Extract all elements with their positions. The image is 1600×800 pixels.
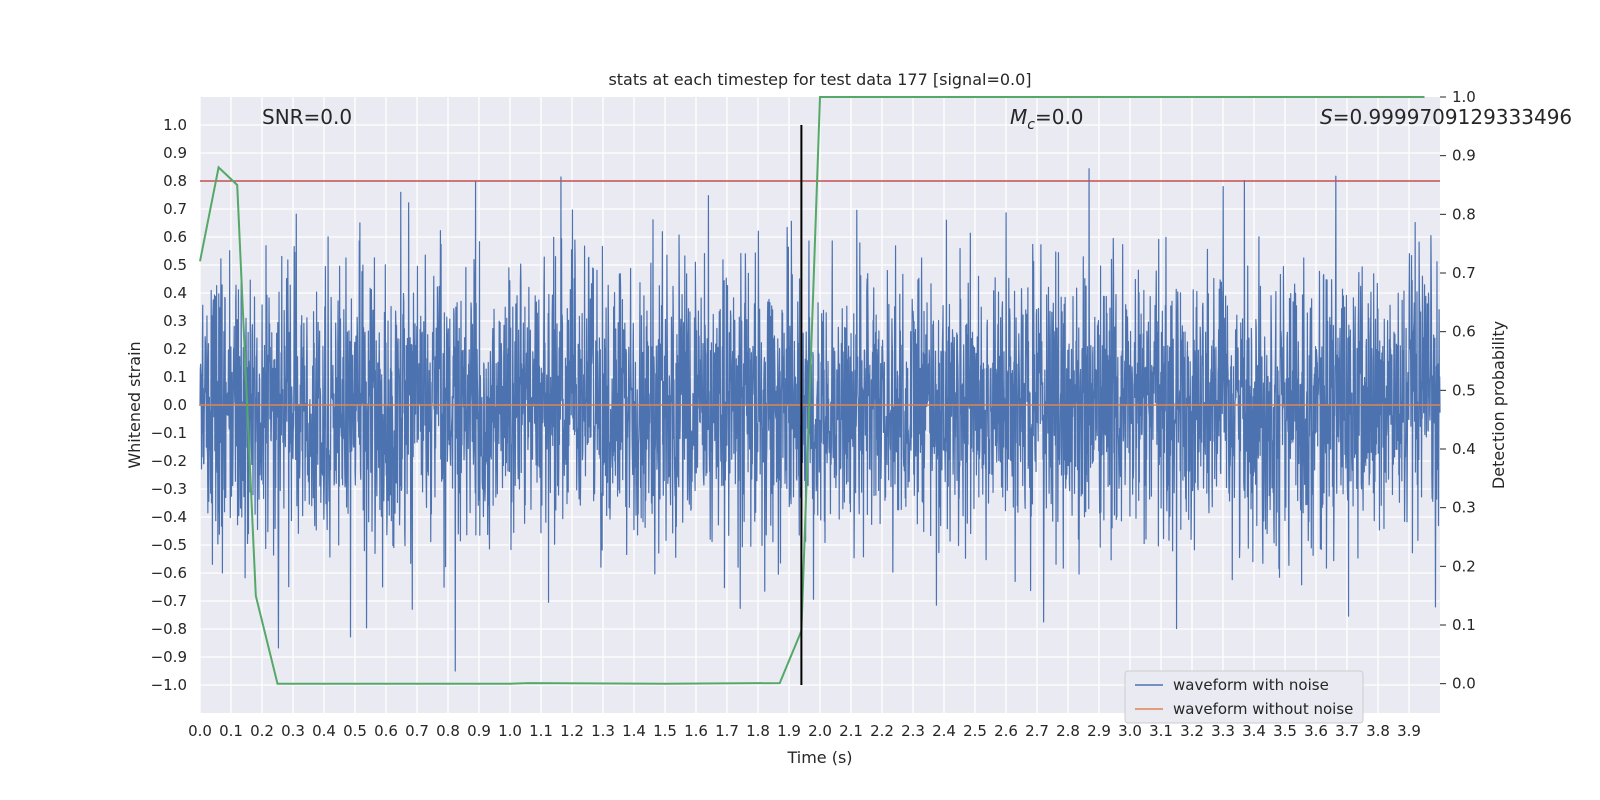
snr-annotation: SNR=0.0	[262, 105, 352, 129]
y-tick-label: −0.6	[151, 564, 187, 582]
y-tick-label: −0.4	[151, 508, 187, 526]
mc-subscript: c	[1027, 117, 1035, 133]
x-tick-label: 0.1	[219, 722, 243, 740]
x-tick-label: 1.0	[498, 722, 522, 740]
x-tick-label: 3.0	[1118, 722, 1142, 740]
series-waveform-with-noise	[199, 168, 1441, 672]
legend: waveform with noise waveform without noi…	[1124, 670, 1364, 724]
y-tick-label: −0.1	[151, 424, 187, 442]
x-tick-label: 2.1	[839, 722, 863, 740]
x-tick-label: 0.5	[343, 722, 367, 740]
y2-tick-label: 0.7	[1452, 264, 1476, 282]
x-tick-label: 1.1	[529, 722, 553, 740]
x-tick-label: 1.7	[715, 722, 739, 740]
y2-tick-label: 0.3	[1452, 499, 1476, 517]
y-tick-label: 0.7	[163, 200, 187, 218]
y-tick-label: 0.3	[163, 312, 187, 330]
x-tick-label: 1.8	[746, 722, 770, 740]
x-tick-label: 0.6	[374, 722, 398, 740]
series-detection-probability	[199, 96, 1425, 685]
y2-axis-ticks: 0.0 0.1 0.2 0.3 0.4 0.5 0.6 0.7 0.8 0.9 1.0	[1440, 88, 1476, 693]
y-tick-label: 0.8	[163, 172, 187, 190]
x-tick-label: 0.7	[405, 722, 429, 740]
mc-annotation: Mc=0.0	[1010, 105, 1084, 133]
x-tick-label: 2.8	[1056, 722, 1080, 740]
y-axis-label: Whitened strain	[125, 341, 144, 468]
y2-tick-label: 0.6	[1452, 323, 1476, 341]
x-tick-label: 1.3	[591, 722, 615, 740]
x-tick-label: 1.6	[684, 722, 708, 740]
chart-title: stats at each timestep for test data 177…	[608, 70, 1031, 89]
y-tick-label: 0.9	[163, 144, 187, 162]
x-tick-label: 3.4	[1242, 722, 1266, 740]
y-tick-label: 0.0	[163, 396, 187, 414]
x-tick-label: 1.4	[622, 722, 646, 740]
y2-tick-label: 0.4	[1452, 440, 1476, 458]
x-tick-label: 0.2	[250, 722, 274, 740]
x-tick-label: 2.3	[901, 722, 925, 740]
y-tick-label: −0.8	[151, 620, 187, 638]
y2-tick-label: 0.2	[1452, 557, 1476, 575]
y2-tick-label: 0.8	[1452, 205, 1476, 223]
s-symbol: S	[1320, 105, 1333, 129]
x-axis-label: Time (s)	[786, 748, 852, 767]
y-tick-label: −0.2	[151, 452, 187, 470]
x-tick-label: 2.4	[932, 722, 956, 740]
x-tick-label: 0.4	[312, 722, 336, 740]
x-tick-label: 1.2	[560, 722, 584, 740]
y-tick-label: −0.7	[151, 592, 187, 610]
mc-symbol: M	[1010, 105, 1027, 129]
legend-label-clean: waveform without noise	[1173, 700, 1353, 718]
x-tick-label: 0.0	[188, 722, 212, 740]
mc-value: =0.0	[1035, 105, 1084, 129]
x-tick-label: 3.1	[1149, 722, 1173, 740]
y2-tick-label: 0.0	[1452, 675, 1476, 693]
y-tick-label: 1.0	[163, 116, 187, 134]
x-tick-label: 0.9	[467, 722, 491, 740]
s-annotation: S=0.9999709129333496	[1320, 105, 1572, 129]
x-axis-ticks: 0.0 0.1 0.2 0.3 0.4 0.5 0.6 0.7 0.8 0.9 1.0 1.1 1.2 1…	[188, 722, 1421, 740]
x-tick-label: 2.5	[963, 722, 987, 740]
y2-tick-label: 0.1	[1452, 616, 1476, 634]
y-axis-ticks: −1.0 −0.9 −0.8 −0.7 −0.6 −0.5 −0.4 −0.3 −0.2 −0.1…	[151, 116, 187, 694]
y-tick-label: 0.5	[163, 256, 187, 274]
x-tick-label: 2.2	[870, 722, 894, 740]
y-tick-label: 0.6	[163, 228, 187, 246]
x-tick-label: 3.3	[1211, 722, 1235, 740]
legend-box	[1124, 670, 1364, 724]
x-tick-label: 2.9	[1087, 722, 1111, 740]
y2-tick-label: 1.0	[1452, 88, 1476, 106]
y-tick-label: −0.3	[151, 480, 187, 498]
y-tick-label: −0.5	[151, 536, 187, 554]
x-tick-label: 3.8	[1366, 722, 1390, 740]
y-tick-label: 0.1	[163, 368, 187, 386]
y2-tick-label: 0.9	[1452, 147, 1476, 165]
x-tick-label: 2.7	[1025, 722, 1049, 740]
x-tick-label: 3.9	[1397, 722, 1421, 740]
x-tick-label: 3.5	[1273, 722, 1297, 740]
y-tick-label: −1.0	[151, 676, 187, 694]
x-tick-label: 2.0	[808, 722, 832, 740]
y2-axis-label: Detection probability	[1489, 321, 1508, 489]
x-tick-label: 3.7	[1335, 722, 1359, 740]
x-tick-label: 1.5	[653, 722, 677, 740]
legend-label-noise: waveform with noise	[1173, 676, 1329, 694]
y-tick-label: 0.4	[163, 284, 187, 302]
x-tick-label: 1.9	[777, 722, 801, 740]
y-tick-label: −0.9	[151, 648, 187, 666]
y-tick-label: 0.2	[163, 340, 187, 358]
x-tick-label: 3.6	[1304, 722, 1328, 740]
x-tick-label: 2.6	[994, 722, 1018, 740]
x-tick-label: 3.2	[1180, 722, 1204, 740]
y2-tick-label: 0.5	[1452, 381, 1476, 399]
s-value: =0.9999709129333496	[1333, 105, 1572, 129]
x-tick-label: 0.8	[436, 722, 460, 740]
x-tick-label: 0.3	[281, 722, 305, 740]
